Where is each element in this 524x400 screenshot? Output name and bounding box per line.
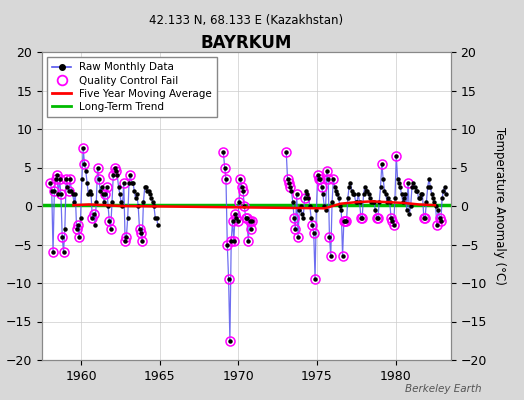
Text: 42.133 N, 68.133 E (Kazakhstan): 42.133 N, 68.133 E (Kazakhstan) — [149, 14, 343, 27]
Title: BAYRKUM: BAYRKUM — [201, 34, 292, 52]
Text: Berkeley Earth: Berkeley Earth — [406, 384, 482, 394]
Y-axis label: Temperature Anomaly (°C): Temperature Anomaly (°C) — [493, 127, 506, 285]
Legend: Raw Monthly Data, Quality Control Fail, Five Year Moving Average, Long-Term Tren: Raw Monthly Data, Quality Control Fail, … — [47, 57, 217, 117]
